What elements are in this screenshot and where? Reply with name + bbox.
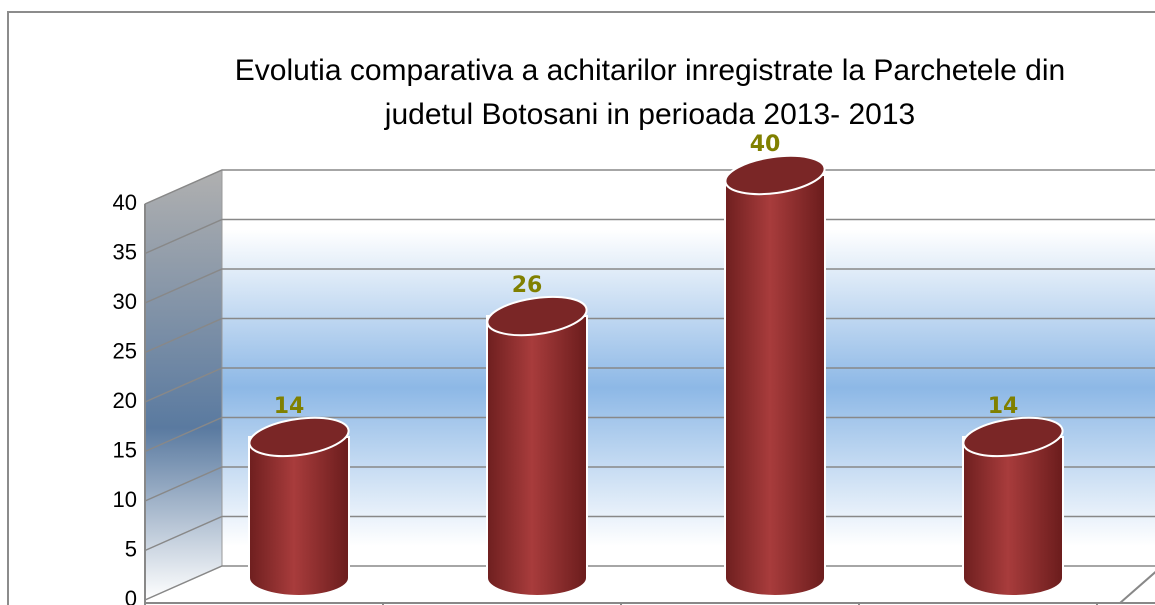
bar bbox=[248, 416, 350, 597]
bar bbox=[486, 295, 588, 597]
y-tick-label: 25 bbox=[113, 338, 137, 363]
bar-body bbox=[962, 435, 1064, 597]
y-tick-label: 10 bbox=[113, 487, 137, 512]
grid-line bbox=[144, 169, 1155, 205]
bar bbox=[724, 154, 826, 597]
grid-line bbox=[144, 268, 1155, 304]
grid-line bbox=[144, 466, 1155, 502]
grid-line bbox=[144, 515, 1155, 552]
value-label: 14 bbox=[274, 394, 305, 419]
value-label: 26 bbox=[512, 273, 543, 298]
bar-body bbox=[248, 435, 350, 597]
y-tick-label: 30 bbox=[113, 289, 137, 314]
y-tick-label: 20 bbox=[113, 388, 137, 413]
bar-top bbox=[724, 154, 826, 196]
bar-top bbox=[486, 295, 588, 337]
bar-top bbox=[962, 416, 1064, 458]
grid-line bbox=[144, 416, 1155, 453]
bar-body bbox=[486, 315, 588, 597]
value-label: 40 bbox=[750, 132, 781, 157]
y-tick-label: 35 bbox=[113, 239, 137, 264]
floor-edge bbox=[1119, 571, 1155, 604]
y-tick-label: 15 bbox=[113, 437, 137, 462]
chart-title: Evolutia comparativa a achitarilor inreg… bbox=[235, 54, 1065, 87]
bar-body bbox=[724, 174, 826, 597]
grid-line bbox=[144, 218, 1155, 255]
grid-line bbox=[144, 565, 1155, 601]
y-tick-label: 0 bbox=[125, 586, 137, 605]
chart-title: judetul Botosani in perioada 2013- 2013 bbox=[384, 98, 915, 131]
plot-area: 0 5 10 15 20 25 30 35 40 14 26 40 14 bbox=[113, 132, 1155, 605]
y-tick-label: 5 bbox=[125, 536, 137, 561]
bar-top bbox=[248, 416, 350, 458]
y-tick-label: 40 bbox=[113, 190, 137, 215]
grid-line bbox=[144, 367, 1155, 403]
bar bbox=[962, 416, 1064, 597]
value-label: 14 bbox=[988, 394, 1019, 419]
grid-line bbox=[144, 317, 1155, 354]
